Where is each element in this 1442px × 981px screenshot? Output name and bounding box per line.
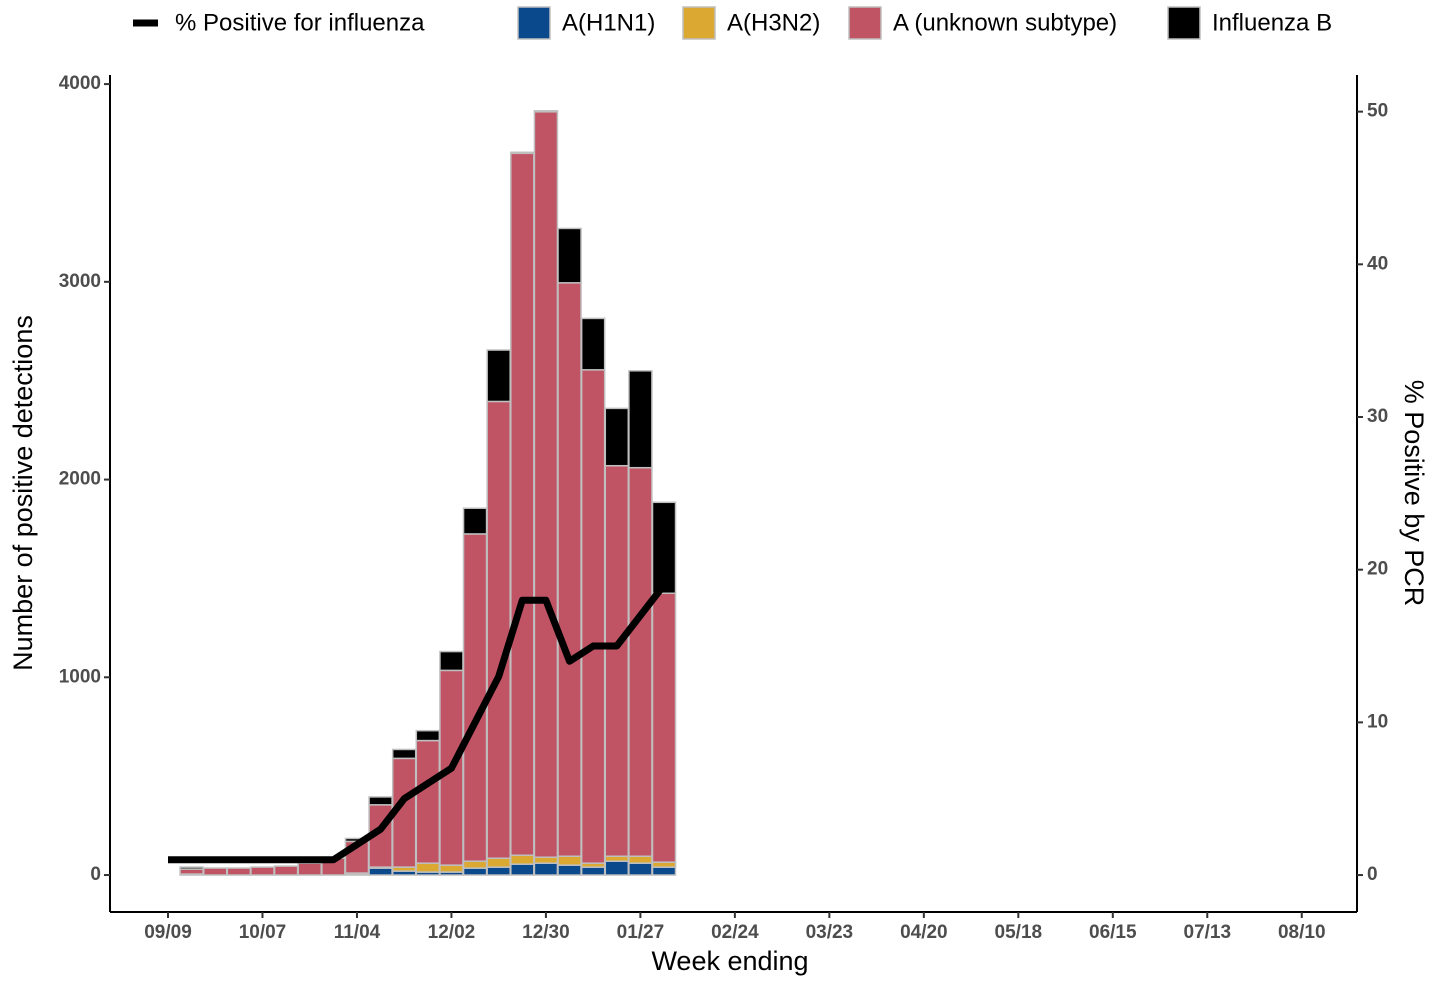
bar-segment [604, 464, 630, 857]
bar-segment [486, 866, 511, 876]
bar-segment [462, 867, 488, 876]
legend-label: A(H3N2) [727, 9, 820, 36]
y2-tick-label: 40 [1367, 253, 1388, 274]
y-tick-label: 2000 [59, 469, 101, 490]
x-tick-label: 12/30 [522, 922, 570, 943]
bar-segment [533, 856, 559, 864]
bar-segment [604, 407, 630, 467]
bar-segment [415, 729, 441, 742]
x-tick-label: 05/18 [995, 922, 1043, 943]
bar-segment [510, 863, 535, 876]
legend-swatch [517, 6, 551, 40]
bar-segment [250, 866, 275, 876]
y-tick-label: 1000 [59, 666, 101, 687]
legend-swatch [848, 6, 882, 40]
line [168, 582, 667, 864]
bar-segment [651, 501, 677, 595]
x-tick-label: 09/09 [144, 922, 192, 943]
legend-label: % Positive for influenza [175, 9, 425, 36]
bar-segment [486, 349, 511, 403]
bar-segment [486, 400, 511, 859]
bar-segment [580, 369, 606, 864]
legend-swatch [1167, 6, 1201, 40]
bar-segment [557, 855, 582, 866]
y-axis-label: Number of positive detections [8, 315, 38, 671]
y2-tick-label: 0 [1367, 864, 1378, 885]
x-tick-label: 02/24 [711, 922, 759, 943]
x-axis-label: Week ending [651, 946, 808, 976]
bar-segment [628, 370, 653, 469]
bar-segment [510, 151, 535, 155]
y2-axis-label: % Positive by PCR [1399, 380, 1429, 607]
bar-segment [462, 860, 488, 869]
bar-segment [628, 855, 653, 864]
x-tick-label: 11/04 [334, 922, 381, 943]
bar-segment [462, 507, 488, 535]
bar-segment [651, 866, 677, 876]
bar-segment [628, 466, 653, 857]
bar-segment [557, 227, 582, 284]
bar-segment [415, 739, 441, 864]
legend-label: A(H1N1) [562, 9, 655, 36]
bar-segment [580, 866, 606, 876]
x-tick-label: 12/02 [428, 922, 476, 943]
legend-label: Influenza B [1212, 9, 1332, 36]
x-tick-label: 07/13 [1184, 922, 1232, 943]
y2-tick-label: 50 [1367, 101, 1388, 122]
x-tick-label: 01/27 [617, 922, 665, 943]
bar-segment [486, 857, 511, 868]
x-tick-label: 03/23 [806, 922, 854, 943]
bar-segment [651, 592, 677, 863]
bar-segment [368, 867, 393, 876]
legend-label: A (unknown subtype) [893, 9, 1117, 36]
bar-segment [510, 854, 535, 865]
bar-segment [533, 110, 559, 113]
bar-segment [510, 152, 535, 857]
bar-segment [533, 862, 559, 876]
legend-swatch [682, 6, 716, 40]
bar-segment [179, 866, 204, 870]
x-tick-label: 04/20 [900, 922, 948, 943]
y2-tick-label: 20 [1367, 559, 1388, 580]
bar-segment [415, 862, 441, 873]
bar-segment [462, 533, 488, 862]
y-tick-label: 3000 [59, 271, 101, 292]
bar-segment [226, 867, 252, 876]
bar-segment [628, 862, 653, 876]
y2-tick-label: 10 [1367, 711, 1388, 732]
bar-segment [439, 864, 464, 873]
x-tick-label: 08/10 [1278, 922, 1326, 943]
bar-segment [368, 796, 393, 806]
y-tick-label: 0 [90, 864, 101, 885]
bar-segment [580, 317, 606, 371]
y2-tick-label: 30 [1367, 406, 1388, 427]
bar-segment [273, 865, 299, 876]
bar-segment [391, 748, 417, 760]
bar-segment [297, 862, 322, 876]
bar-segment [439, 650, 464, 672]
bar-segment [557, 282, 582, 857]
y-tick-label: 4000 [59, 73, 101, 94]
bar-segment [604, 860, 630, 876]
x-tick-label: 06/15 [1089, 922, 1137, 943]
x-tick-label: 10/07 [239, 922, 287, 943]
bar-segment [533, 111, 559, 858]
bar-segment [202, 867, 228, 876]
bar-segment [557, 864, 582, 876]
